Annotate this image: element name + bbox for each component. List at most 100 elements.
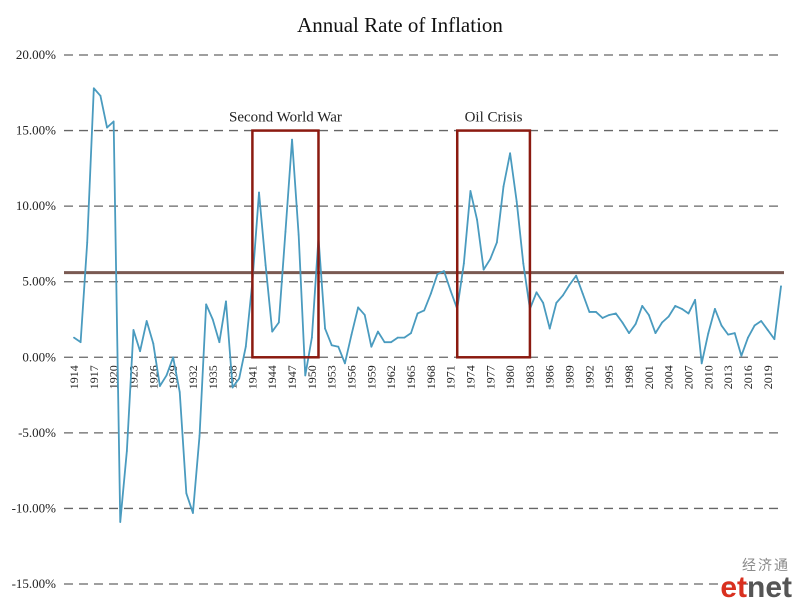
x-tick-label: 1965 [404, 365, 418, 389]
data-point [423, 309, 426, 312]
data-point [396, 336, 399, 339]
data-point [165, 374, 168, 377]
data-point [449, 289, 452, 292]
data-point [634, 323, 637, 325]
data-point [733, 332, 736, 335]
data-point [766, 329, 769, 331]
data-point [192, 512, 194, 514]
data-point [476, 218, 478, 221]
series-line [73, 87, 782, 523]
data-point [92, 87, 95, 90]
watermark-logo-et: et [720, 571, 747, 600]
watermark-logo-net: net [747, 571, 792, 600]
data-point [271, 330, 274, 333]
data-point [324, 327, 326, 330]
data-point [172, 356, 175, 359]
data-point [436, 273, 439, 276]
data-point [753, 324, 756, 327]
x-tick-label: 2016 [741, 365, 755, 389]
x-tick-label: 1968 [424, 365, 438, 389]
x-tick-label: 1962 [384, 365, 398, 389]
x-tick-label: 2013 [721, 365, 735, 389]
data-point [403, 336, 406, 339]
x-tick-label: 2019 [761, 365, 775, 389]
x-tick-label: 1947 [285, 365, 299, 389]
data-point [205, 303, 208, 306]
data-point [119, 521, 122, 523]
data-point [377, 330, 379, 333]
data-point [350, 333, 353, 336]
data-point [330, 344, 333, 347]
data-point [277, 321, 280, 324]
x-tick-label: 1944 [265, 365, 279, 389]
x-tick-label: 1914 [67, 365, 81, 389]
data-point [357, 306, 360, 309]
data-point [747, 336, 749, 339]
gridlines [64, 54, 784, 585]
x-tick-label: 1974 [463, 365, 477, 389]
data-point [707, 332, 710, 335]
watermark-logo: etnet [720, 571, 792, 600]
chart-title: Annual Rate of Inflation [297, 13, 503, 37]
x-tick-label: 1995 [602, 365, 616, 389]
data-point [614, 312, 617, 315]
data-point [344, 362, 346, 365]
data-point [687, 312, 690, 315]
data-point [304, 374, 307, 377]
data-point [542, 301, 545, 304]
data-point [132, 329, 135, 331]
data-point [647, 314, 650, 316]
data-point [125, 450, 128, 452]
y-tick-label: -15.00% [12, 576, 57, 591]
y-tick-label: -5.00% [18, 425, 56, 440]
data-point [727, 333, 730, 336]
x-tick-label: 1986 [543, 365, 557, 389]
data-point [740, 354, 743, 357]
data-point [641, 304, 644, 307]
x-tick-label: 1977 [483, 365, 497, 389]
data-point [714, 308, 716, 310]
data-point [158, 385, 161, 387]
data-point [694, 298, 697, 301]
data-point [225, 300, 227, 303]
y-tick-label: 20.00% [16, 47, 56, 62]
data-point [780, 285, 782, 288]
data-point [86, 241, 89, 244]
data-point [654, 332, 657, 335]
data-point [562, 294, 564, 297]
x-tick-label: 1950 [305, 365, 319, 389]
y-axis-ticks: 20.00% 15.00% 10.00% 5.00% 0.00% -5.00% -10.00… [12, 47, 57, 591]
data-point [258, 191, 260, 194]
data-point [238, 377, 241, 380]
x-tick-label: 1935 [206, 365, 220, 389]
annotation-layer: Second World War Oil Crisis [229, 110, 532, 359]
data-point [535, 291, 538, 294]
data-point [337, 345, 340, 348]
data-point [152, 342, 155, 345]
y-tick-label: 10.00% [16, 198, 56, 213]
x-tick-label: 1980 [503, 365, 517, 389]
data-point [284, 230, 287, 233]
x-tick-label: 1923 [126, 365, 140, 389]
data-point [211, 318, 214, 321]
data-point [680, 308, 683, 310]
watermark: 经济通 etnet [720, 558, 792, 600]
data-point [416, 312, 419, 315]
data-point [297, 233, 300, 236]
x-tick-label: 1932 [186, 365, 200, 389]
data-point [198, 434, 201, 437]
data-point [310, 336, 313, 339]
x-tick-label: 1998 [622, 365, 636, 389]
data-point [410, 332, 412, 335]
data-point [760, 320, 763, 322]
data-point [469, 190, 472, 192]
x-tick-label: 1941 [245, 365, 259, 389]
x-tick-label: 1971 [444, 365, 458, 389]
data-point [363, 314, 366, 316]
annotation-label: Oil Crisis [465, 110, 523, 126]
data-point [291, 138, 293, 141]
data-point [601, 317, 604, 319]
watermark-chinese: 经济通 [742, 558, 790, 574]
x-tick-label: 2001 [642, 365, 656, 389]
data-point [522, 262, 525, 265]
